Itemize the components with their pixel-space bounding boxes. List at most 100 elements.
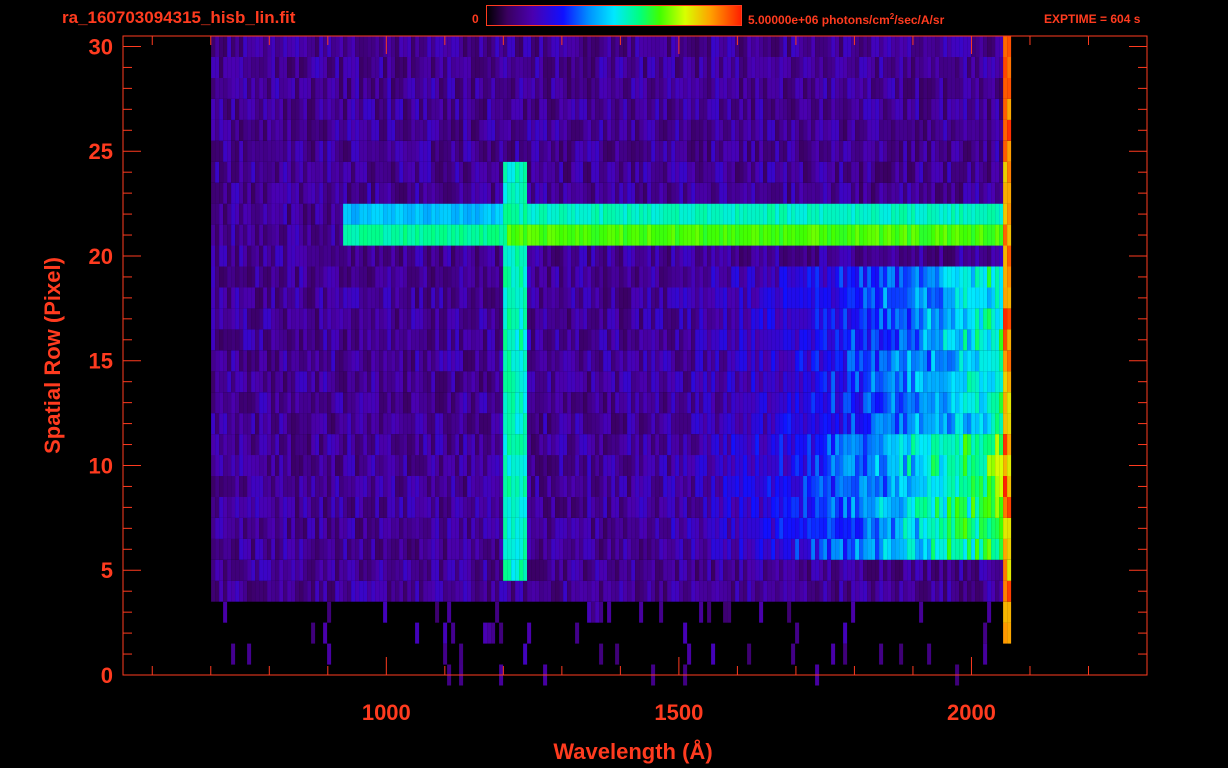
heatmap-cell — [463, 98, 468, 120]
heatmap-cell — [863, 329, 868, 351]
heatmap-cell — [923, 413, 928, 435]
heatmap-cell — [395, 434, 400, 456]
heatmap-cell — [315, 287, 320, 309]
heatmap-cell — [447, 203, 452, 225]
heatmap-cell — [431, 119, 436, 141]
heatmap-cell — [907, 287, 912, 309]
heatmap-cell — [951, 350, 956, 372]
heatmap-cell — [255, 371, 260, 393]
heatmap-cell — [995, 182, 1000, 204]
heatmap-cell — [347, 77, 352, 99]
heatmap-cell — [495, 517, 500, 539]
heatmap-cell — [443, 622, 448, 644]
heatmap-cell — [971, 413, 976, 435]
heatmap-cell — [803, 580, 808, 602]
heatmap-cell — [987, 538, 992, 560]
heatmap-cell — [795, 538, 800, 560]
heatmap-cell — [279, 434, 284, 456]
heatmap-cell — [455, 287, 460, 309]
heatmap-cell — [619, 392, 624, 414]
heatmap-cell — [835, 350, 840, 372]
heatmap-cell — [351, 538, 356, 560]
heatmap-cell — [263, 161, 268, 183]
heatmap-cell — [535, 538, 540, 560]
heatmap-cell — [983, 224, 988, 246]
heatmap-cell — [819, 182, 824, 204]
heatmap-cell — [419, 413, 424, 435]
heatmap-cell — [771, 371, 776, 393]
heatmap-cell — [639, 350, 644, 372]
heatmap-cell — [395, 538, 400, 560]
heatmap-cell — [931, 98, 936, 120]
heatmap-cell — [259, 476, 264, 497]
heatmap-cell — [243, 496, 248, 518]
heatmap-cell — [999, 245, 1004, 267]
heatmap-cell — [991, 329, 996, 351]
heatmap-cell — [467, 538, 472, 560]
heatmap-cell — [843, 98, 848, 120]
heatmap-cell — [555, 140, 560, 162]
heatmap-cell — [591, 161, 596, 183]
heatmap-cell — [339, 434, 344, 456]
heatmap-cell — [535, 559, 540, 581]
heatmap-cell — [791, 350, 796, 372]
heatmap-cell — [751, 413, 756, 435]
heatmap-cell — [907, 98, 912, 120]
heatmap-cell — [331, 434, 336, 456]
heatmap-cell — [271, 98, 276, 120]
heatmap-cell — [279, 392, 284, 414]
heatmap-cell — [867, 413, 872, 435]
heatmap-cell — [231, 455, 236, 476]
heatmap-cell — [343, 538, 348, 560]
heatmap-cell — [723, 538, 728, 560]
heatmap-cell — [343, 161, 348, 183]
heatmap-cell — [427, 287, 432, 309]
heatmap-cell — [231, 559, 236, 581]
heatmap-cell — [227, 350, 232, 372]
heatmap-cell — [699, 413, 704, 435]
heatmap-cell — [675, 350, 680, 372]
heatmap-cell — [531, 476, 536, 497]
heatmap-cell — [799, 245, 804, 267]
heatmap-cell — [967, 245, 972, 267]
heatmap-cell — [287, 580, 292, 602]
heatmap-cell — [403, 140, 408, 162]
heatmap-cell — [855, 266, 860, 288]
heatmap-cell — [743, 161, 748, 183]
heatmap-cell — [979, 496, 984, 518]
heatmap-cell — [767, 496, 772, 518]
heatmap-cell — [919, 517, 924, 539]
heatmap-cell — [771, 329, 776, 351]
heatmap-cell — [571, 287, 576, 309]
heatmap-cell — [751, 455, 756, 476]
heatmap-cell — [707, 182, 712, 204]
heatmap-cell — [751, 140, 756, 162]
heatmap-cell — [583, 287, 588, 309]
heatmap-cell — [655, 77, 660, 99]
heatmap-cell — [523, 559, 528, 581]
heatmap-cell — [339, 140, 344, 162]
heatmap-cell — [619, 413, 624, 435]
heatmap-cell — [723, 496, 728, 518]
heatmap-cell — [967, 224, 972, 246]
heatmap-cell — [547, 371, 552, 393]
heatmap-cell — [991, 476, 996, 497]
heatmap-cell — [567, 182, 572, 204]
heatmap-cell — [499, 371, 504, 393]
heatmap-cell — [459, 182, 464, 204]
heatmap-cell — [603, 77, 608, 99]
heatmap-cell — [639, 77, 644, 99]
heatmap-cell — [643, 245, 648, 267]
heatmap-cell — [871, 203, 876, 225]
heatmap-cell — [767, 476, 772, 497]
heatmap-cell — [707, 350, 712, 372]
heatmap-cell — [671, 559, 676, 581]
heatmap-cell — [399, 308, 404, 330]
heatmap-cell — [927, 266, 932, 288]
heatmap-cell — [987, 476, 992, 497]
heatmap-cell — [531, 308, 536, 330]
heatmap-cell — [795, 517, 800, 539]
heatmap-cell — [891, 98, 896, 120]
heatmap-cell — [491, 98, 496, 120]
